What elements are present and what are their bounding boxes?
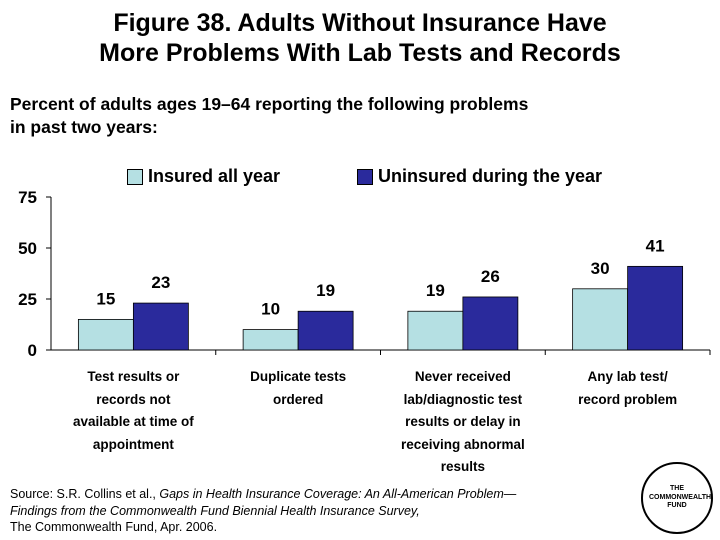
title-line-2: More Problems With Lab Tests and Records [99,39,621,67]
legend-swatch-uninsured [357,168,373,185]
legend-item-insured: Insured all year [127,166,280,187]
category-label-line: results [440,459,486,474]
category-label-line: ordered [272,391,324,407]
category-label-line: Any lab test/ [587,369,668,384]
commonwealth-fund-logo: THE COMMONWEALTH FUND [641,462,713,534]
bar-insured [242,329,299,351]
category-label: Duplicate tests ordered [218,366,378,411]
source-prefix: Source: S.R. Collins et al., [10,487,160,501]
legend-item-uninsured: Uninsured during the year [357,166,602,187]
category-label-line: record problem [578,391,678,407]
source-title-part-2: Findings from the Commonwealth Fund Bien… [10,503,420,518]
category-label-line: records not [96,391,171,407]
chart-title: Figure 38. Adults Without Insurance Have… [0,8,720,68]
category-label-line: appointment [92,436,174,452]
bar-insured [77,318,134,351]
bar-insured [407,310,464,351]
y-tick-label: 50 [18,239,37,258]
chart-subtitle: Percent of adults ages 19–64 reporting t… [10,93,650,139]
data-label-uninsured: 41 [646,236,665,255]
data-label-uninsured: 26 [481,267,500,286]
source-line-1: Source: S.R. Collins et al., Gaps in Hea… [10,486,610,503]
bar-uninsured [627,265,684,351]
category-label-line: results or delay in [405,414,521,429]
category-label: Never received lab/diagnostic test results… [383,366,543,479]
bar-uninsured [132,302,189,351]
category-label-line: lab/diagnostic test [403,391,523,407]
data-label-uninsured: 23 [151,273,170,292]
category-label-line: receiving abnormal [400,436,525,452]
data-label-insured: 30 [591,259,610,278]
data-label-insured: 10 [261,300,280,319]
legend-label-uninsured: Uninsured during the year [378,166,603,186]
data-label-insured: 19 [426,281,445,300]
bar-chart: 0 25 50 75 15 23 10 19 19 26 30 41 [18,188,711,360]
category-label: Test results or records not available at t… [53,366,213,456]
subtitle-line-1: Percent of adults ages 19–64 reporting t… [10,94,529,114]
category-label: Any lab test/record problem [548,366,708,411]
data-label-insured: 15 [96,289,115,308]
category-label-line: Test results or [87,369,180,384]
source-title-part-1: Gaps in Health Insurance Coverage: An Al… [159,487,517,501]
y-tick-label: 0 [28,341,37,360]
bar-uninsured [462,296,519,351]
legend-label-insured: Insured all year [148,166,281,186]
data-label-uninsured: 19 [316,281,335,300]
source-line-2: Findings from the Commonwealth Fund Bien… [10,503,610,520]
y-tick-label: 25 [18,290,37,309]
y-tick-label: 75 [18,188,37,207]
category-label-line: available at time of [72,414,194,429]
category-label-line: Never received [414,369,511,384]
bar-uninsured [297,310,354,351]
subtitle-line-2: in past two years: [10,117,158,137]
legend: Insured all year Uninsured during the ye… [0,166,720,188]
category-label-line: Duplicate tests [250,369,347,384]
bar-insured [572,288,629,351]
legend-swatch-insured [127,168,143,185]
source-note: Source: S.R. Collins et al., Gaps in Hea… [10,486,610,536]
source-line-3: The Commonwealth Fund, Apr. 2006. [10,520,218,534]
title-line-1: Figure 38. Adults Without Insurance Have [113,9,607,37]
logo-text: THE COMMONWEALTH FUND [649,485,712,510]
